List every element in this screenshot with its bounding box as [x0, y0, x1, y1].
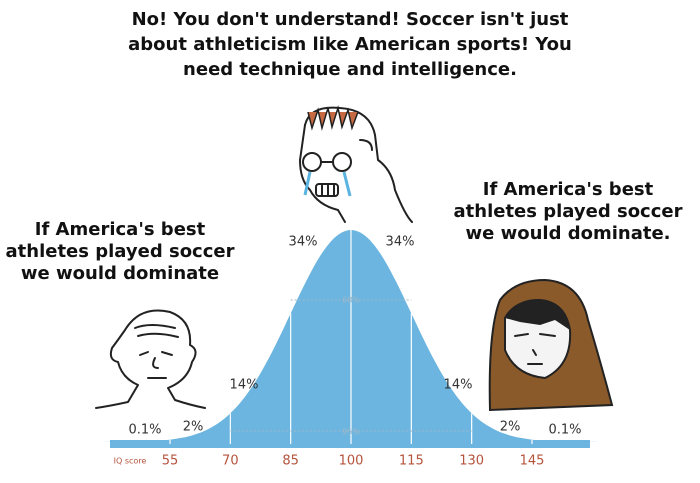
title-line: No! You don't understand! Soccer isn't j… [132, 9, 569, 30]
x-tick-label: 145 [520, 454, 545, 469]
left-caption: If America's best [35, 219, 206, 240]
axis-bar [110, 440, 590, 448]
x-tick-label: 100 [339, 454, 364, 469]
title-line: need technique and intelligence. [183, 59, 517, 80]
hooded-face [488, 278, 614, 412]
right-caption: athletes played soccer [454, 201, 683, 222]
left-caption: we would dominate [21, 263, 219, 284]
percent-label: 14% [444, 378, 473, 393]
x-tick-label: 130 [459, 454, 484, 469]
right-caption: If America's best [483, 179, 654, 200]
percent-label: 34% [386, 235, 415, 250]
percent-label: 2% [500, 420, 521, 435]
x-tick-label: 55 [162, 454, 179, 469]
nerd-face [299, 105, 413, 223]
band-label: 68% [342, 296, 360, 305]
percent-label: 2% [183, 420, 204, 435]
x-tick-label: 115 [399, 454, 424, 469]
x-tick-label: 85 [282, 454, 299, 469]
band-label: 95% [342, 428, 360, 437]
percent-label: 14% [230, 378, 259, 393]
percent-label: 34% [289, 235, 318, 250]
left-caption: athletes played soccer [6, 241, 235, 262]
x-tick-label: 70 [222, 454, 239, 469]
percent-label: 0.1% [128, 423, 161, 438]
right-caption: we would dominate. [465, 223, 670, 244]
percent-label: 0.1% [548, 423, 581, 438]
title-line: about athleticism like American sports! … [128, 34, 572, 55]
bald-face [95, 309, 206, 409]
axis-label: IQ score [114, 457, 147, 466]
